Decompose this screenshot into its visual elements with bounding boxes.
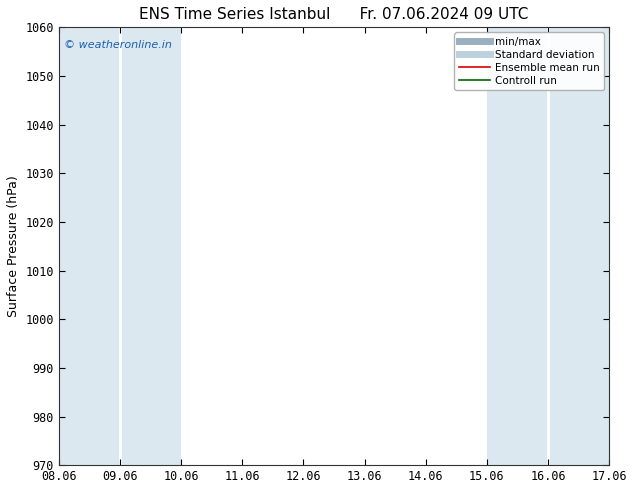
- Bar: [59, 27, 181, 465]
- Y-axis label: Surface Pressure (hPa): Surface Pressure (hPa): [7, 175, 20, 317]
- Bar: [487, 27, 609, 465]
- Text: © weatheronline.in: © weatheronline.in: [65, 40, 172, 50]
- Legend: min/max, Standard deviation, Ensemble mean run, Controll run: min/max, Standard deviation, Ensemble me…: [455, 32, 604, 90]
- Title: ENS Time Series Istanbul      Fr. 07.06.2024 09 UTC: ENS Time Series Istanbul Fr. 07.06.2024 …: [139, 7, 529, 22]
